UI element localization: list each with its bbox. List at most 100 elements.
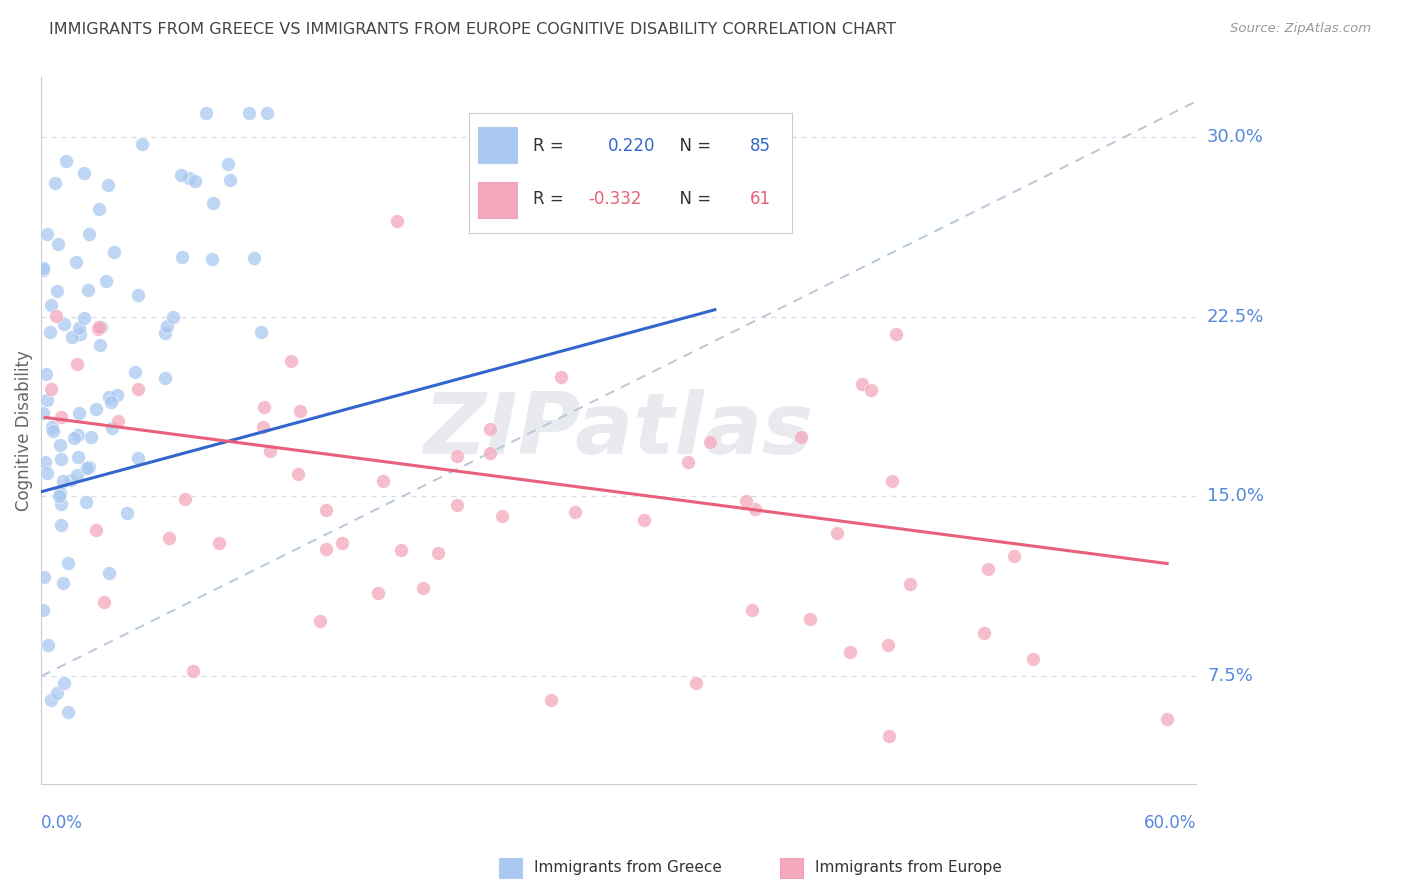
Point <box>39 298 62 312</box>
Point <box>93 595 115 609</box>
Text: Immigrants from Europe: Immigrants from Europe <box>815 860 1002 874</box>
Text: 15.0%: 15.0% <box>1208 488 1264 506</box>
Point <box>101 420 124 434</box>
Point <box>699 434 721 449</box>
Point <box>41 424 63 438</box>
Point <box>879 729 901 743</box>
Point <box>45 284 67 298</box>
Point <box>97 566 120 581</box>
Point <box>52 576 75 591</box>
Point <box>48 489 70 503</box>
Point <box>73 166 96 180</box>
Point <box>32 263 55 277</box>
Point <box>973 626 995 640</box>
Point <box>48 438 70 452</box>
Point <box>46 236 69 251</box>
Point <box>49 517 72 532</box>
Point <box>124 365 146 379</box>
Point <box>332 536 354 550</box>
Point <box>45 309 67 323</box>
Point <box>58 556 80 570</box>
Point <box>117 506 139 520</box>
Point <box>35 227 58 241</box>
Point <box>685 676 707 690</box>
Point <box>851 377 873 392</box>
Point <box>41 420 63 434</box>
Point <box>825 526 848 541</box>
Point <box>479 422 502 436</box>
Point <box>208 535 231 549</box>
Point <box>744 501 766 516</box>
Point <box>65 255 87 269</box>
Point <box>72 311 94 326</box>
Point <box>252 419 274 434</box>
Point <box>48 486 70 500</box>
Point <box>97 390 120 404</box>
Point <box>1156 712 1178 726</box>
Point <box>373 474 395 488</box>
Point <box>799 612 821 626</box>
Point <box>259 444 281 458</box>
Point <box>387 214 409 228</box>
Point <box>238 106 260 120</box>
Point <box>49 497 72 511</box>
Point <box>177 171 200 186</box>
Point <box>52 474 75 488</box>
Y-axis label: Cognitive Disability: Cognitive Disability <box>15 351 32 511</box>
Point <box>478 446 501 460</box>
Point <box>49 410 72 425</box>
Point <box>977 562 1000 576</box>
Point <box>218 173 240 187</box>
Point <box>859 383 882 397</box>
Point <box>76 495 98 509</box>
Point <box>44 176 66 190</box>
Point <box>90 319 112 334</box>
Point <box>162 310 184 325</box>
Point <box>87 202 110 216</box>
Point <box>66 467 89 482</box>
Point <box>877 638 900 652</box>
Point <box>103 244 125 259</box>
Point <box>107 414 129 428</box>
Point <box>184 174 207 188</box>
Text: 30.0%: 30.0% <box>1208 128 1264 146</box>
Point <box>89 338 111 352</box>
Point <box>51 452 73 467</box>
Point <box>201 252 224 266</box>
Point <box>35 392 58 407</box>
Point <box>287 467 309 482</box>
Point <box>32 406 55 420</box>
Point <box>253 401 276 415</box>
Point <box>96 274 118 288</box>
Point <box>280 354 302 368</box>
Point <box>288 404 311 418</box>
Point <box>195 106 218 120</box>
Point <box>32 603 55 617</box>
Point <box>249 325 271 339</box>
Point <box>155 371 177 385</box>
Point <box>55 154 77 169</box>
Text: 22.5%: 22.5% <box>1208 308 1264 326</box>
Text: Source: ZipAtlas.com: Source: ZipAtlas.com <box>1230 22 1371 36</box>
Point <box>880 474 903 488</box>
Point <box>884 326 907 341</box>
Point <box>79 460 101 475</box>
Point <box>315 541 337 556</box>
Point <box>84 524 107 538</box>
Point <box>32 570 55 584</box>
Point <box>174 492 197 507</box>
Point <box>34 455 56 469</box>
Point <box>315 503 337 517</box>
Point <box>838 645 860 659</box>
Point <box>540 693 562 707</box>
Point <box>76 461 98 475</box>
Point <box>156 319 179 334</box>
Point <box>97 178 120 192</box>
Point <box>39 382 62 396</box>
Point <box>202 196 225 211</box>
Point <box>564 505 586 519</box>
Text: 0.0%: 0.0% <box>41 814 83 832</box>
Point <box>53 317 76 331</box>
Point <box>633 513 655 527</box>
Point <box>217 157 239 171</box>
